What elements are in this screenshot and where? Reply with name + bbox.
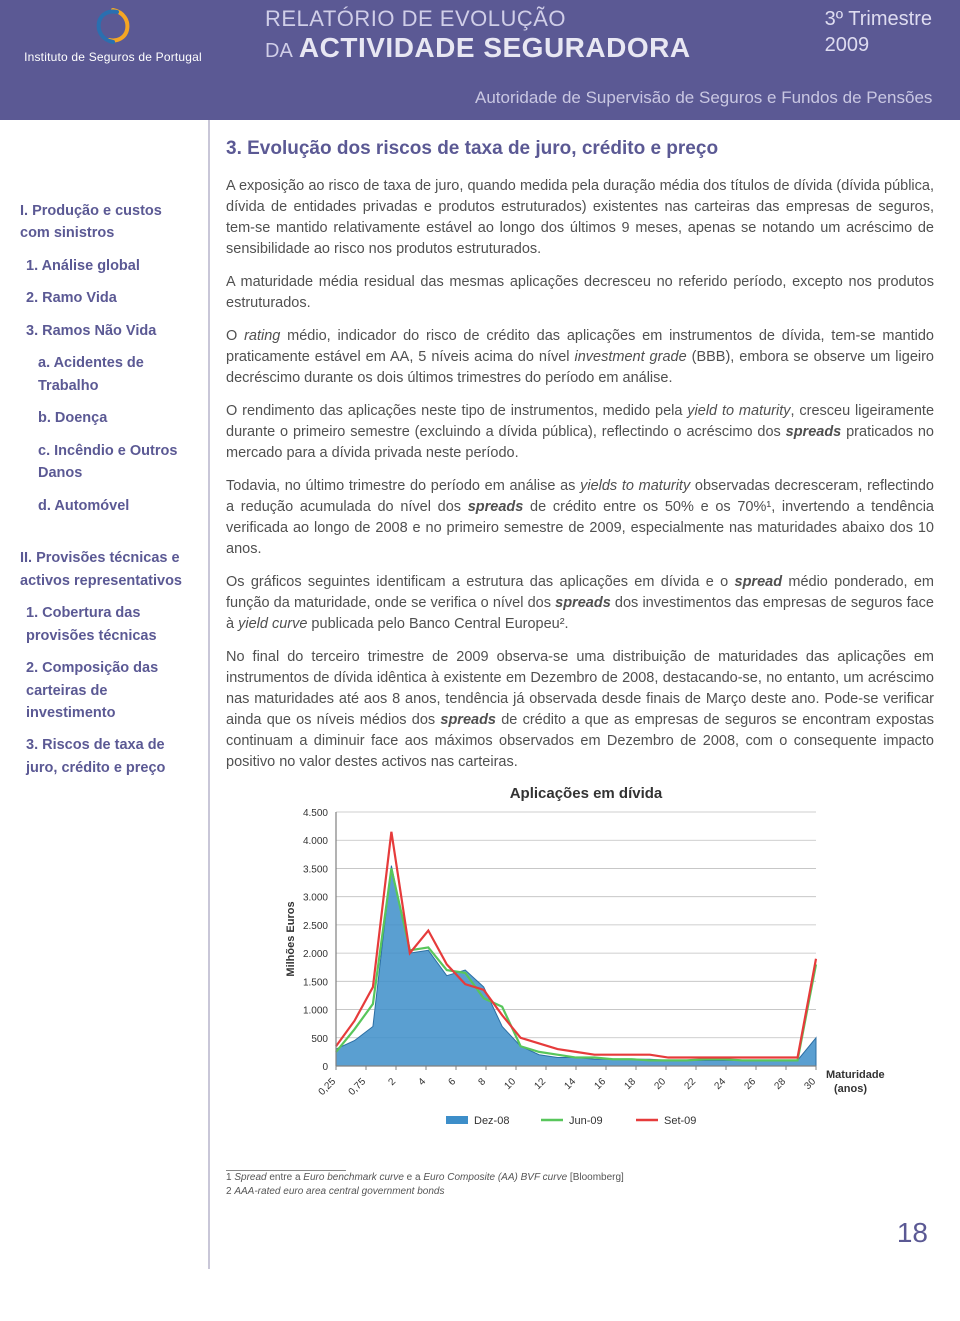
period-line2: 2009 <box>825 32 932 58</box>
svg-text:30: 30 <box>802 1076 818 1092</box>
svg-text:2: 2 <box>386 1076 398 1088</box>
svg-text:Set-09: Set-09 <box>664 1115 696 1127</box>
header-title-block: RELATÓRIO DE EVOLUÇÃO DA ACTIVIDADE SEGU… <box>210 0 960 120</box>
svg-text:Jun-09: Jun-09 <box>569 1115 603 1127</box>
svg-text:1.000: 1.000 <box>303 1006 328 1017</box>
svg-text:4: 4 <box>416 1076 428 1088</box>
section-heading: 3. Evolução dos riscos de taxa de juro, … <box>226 138 934 160</box>
authority-subheader: Autoridade de Supervisão de Seguros e Fu… <box>475 88 932 108</box>
footnote-2: 2 AAA-rated euro area central government… <box>226 1185 926 1199</box>
svg-text:Milhões Euros: Milhões Euros <box>285 902 297 977</box>
paragraph: O rating médio, indicador do risco de cr… <box>226 326 934 389</box>
paragraph: Os gráficos seguintes identificam a estr… <box>226 572 934 635</box>
svg-text:2.500: 2.500 <box>303 921 328 932</box>
svg-text:12: 12 <box>532 1076 548 1092</box>
svg-text:3.500: 3.500 <box>303 865 328 876</box>
svg-text:4.500: 4.500 <box>303 808 328 819</box>
svg-text:22: 22 <box>682 1076 698 1092</box>
sidebar-sub-acidentes[interactable]: a. Acidentes de Trabalho <box>38 352 184 397</box>
sidebar-nav: I. Produção e custos com sinistros 1. An… <box>0 120 210 1269</box>
paragraph: No final do terceiro trimestre de 2009 o… <box>226 647 934 773</box>
svg-text:16: 16 <box>592 1076 608 1092</box>
svg-text:18: 18 <box>622 1076 638 1092</box>
svg-text:0: 0 <box>322 1062 328 1073</box>
body: I. Produção e custos com sinistros 1. An… <box>0 120 960 1269</box>
sidebar-item-analise[interactable]: 1. Análise global <box>26 255 184 277</box>
sidebar-item-ramovida[interactable]: 2. Ramo Vida <box>26 287 184 309</box>
period-line1: 3º Trimestre <box>825 6 932 32</box>
svg-text:14: 14 <box>562 1076 578 1092</box>
title-da: DA <box>265 40 293 62</box>
svg-text:24: 24 <box>712 1076 728 1092</box>
isp-logo-icon <box>93 6 133 46</box>
chart-title: Aplicações em dívida <box>276 785 896 802</box>
svg-text:26: 26 <box>742 1076 758 1092</box>
sidebar-item-cobertura[interactable]: 1. Cobertura das provisões técnicas <box>26 602 184 647</box>
sidebar-item-composicao[interactable]: 2. Composição das carteiras de investime… <box>26 657 184 724</box>
svg-text:0,25: 0,25 <box>317 1076 339 1098</box>
svg-text:10: 10 <box>502 1076 518 1092</box>
paragraph: A maturidade média residual das mesmas a… <box>226 272 934 314</box>
chart-svg: 0 500 1.000 1.500 2.000 2.500 3.000 3.500 4.000 4… <box>276 806 896 1136</box>
svg-text:2.000: 2.000 <box>303 950 328 961</box>
svg-text:20: 20 <box>652 1076 668 1092</box>
sidebar-item-riscos[interactable]: 3. Riscos de taxa de juro, crédito e pre… <box>26 734 184 779</box>
sidebar-group-1[interactable]: I. Produção e custos com sinistros <box>20 200 184 245</box>
svg-text:4.000: 4.000 <box>303 837 328 848</box>
main-content: 3. Evolução dos riscos de taxa de juro, … <box>210 120 960 1269</box>
svg-text:3.000: 3.000 <box>303 893 328 904</box>
report-period: 3º Trimestre 2009 <box>825 6 932 58</box>
header-logo-block: Instituto de Seguros de Portugal <box>0 0 210 120</box>
page-header: Instituto de Seguros de Portugal RELATÓR… <box>0 0 960 120</box>
svg-text:28: 28 <box>772 1076 788 1092</box>
page-number: 18 <box>226 1217 934 1249</box>
svg-text:(anos): (anos) <box>834 1083 867 1095</box>
institution-name: Instituto de Seguros de Portugal <box>16 50 210 64</box>
sidebar-group-2[interactable]: II. Provisões técnicas e activos represe… <box>20 547 184 592</box>
paragraph: O rendimento das aplicações neste tipo d… <box>226 401 934 464</box>
sidebar-item-ramosnao[interactable]: 3. Ramos Não Vida <box>26 320 184 342</box>
svg-text:Maturidade: Maturidade <box>826 1069 885 1081</box>
paragraph: Todavia, no último trimestre do período … <box>226 476 934 560</box>
footnote-1: 1 Spread entre a Euro benchmark curve e … <box>226 1171 926 1185</box>
svg-text:0,75: 0,75 <box>347 1076 369 1098</box>
debt-applications-chart: Aplicações em dívida 0 500 1.000 1.500 2.000… <box>276 785 896 1136</box>
sidebar-sub-auto[interactable]: d. Automóvel <box>38 495 184 517</box>
sidebar-sub-incendio[interactable]: c. Incêndio e Outros Danos <box>38 440 184 485</box>
svg-text:6: 6 <box>446 1076 458 1088</box>
svg-text:Dez-08: Dez-08 <box>474 1115 509 1127</box>
title-main: ACTIVIDADE SEGURADORA <box>299 32 691 63</box>
svg-text:500: 500 <box>311 1034 328 1045</box>
svg-text:1.500: 1.500 <box>303 978 328 989</box>
sidebar-sub-doenca[interactable]: b. Doença <box>38 407 184 429</box>
paragraph: A exposição ao risco de taxa de juro, qu… <box>226 176 934 260</box>
svg-text:8: 8 <box>476 1076 488 1088</box>
